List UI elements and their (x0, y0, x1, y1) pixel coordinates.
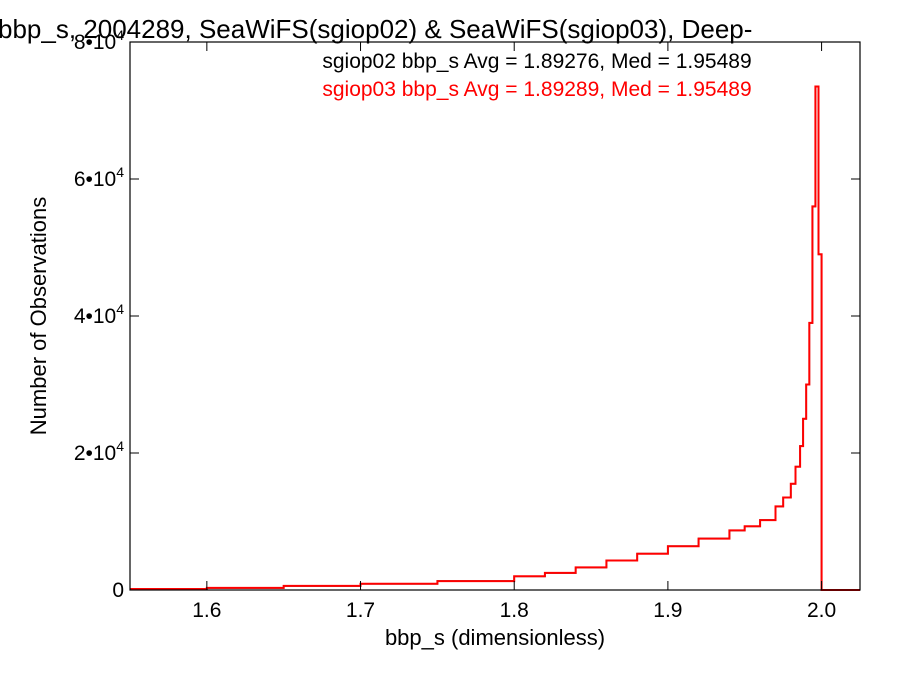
y-axis-label: Number of Observations (26, 197, 51, 435)
annotation-sgiop02: sgiop02 bbp_s Avg = 1.89276, Med = 1.954… (322, 50, 751, 73)
y-axis-ticks: 0 2•104 4•104 6•104 8•104 (74, 27, 860, 602)
x-axis-label: bbp_s (dimensionless) (385, 625, 605, 650)
x-axis-ticks: 1.6 1.7 1.8 1.9 2.0 (192, 42, 836, 622)
y-tick-exponent-3: 4 (116, 164, 124, 180)
x-tick-label-0: 1.6 (192, 599, 221, 622)
y-tick-label-0: 0 (112, 579, 124, 602)
y-tick-exponent-2: 4 (116, 301, 124, 317)
series-layer (130, 85, 860, 591)
annotation-sgiop03: sgiop03 bbp_s Avg = 1.89289, Med = 1.954… (322, 78, 751, 101)
x-tick-label-3: 1.9 (653, 599, 682, 622)
y-tick-exponent-1: 4 (116, 438, 124, 454)
y-tick-label-3: 6•104 (74, 164, 124, 191)
y-tick-label-4: 8•104 (74, 27, 124, 54)
y-tick-exponent-4: 4 (116, 27, 124, 43)
x-tick-label-4: 2.0 (807, 599, 836, 622)
y-tick-label-2: 4•104 (74, 301, 124, 328)
series-line-1 (130, 85, 860, 591)
y-tick-label-1: 2•104 (74, 438, 124, 465)
x-tick-label-2: 1.8 (500, 599, 529, 622)
chart-title: bbp_s, 2004289, SeaWiFS(sgiop02) & SeaWi… (0, 14, 752, 44)
x-tick-label-1: 1.7 (346, 599, 375, 622)
